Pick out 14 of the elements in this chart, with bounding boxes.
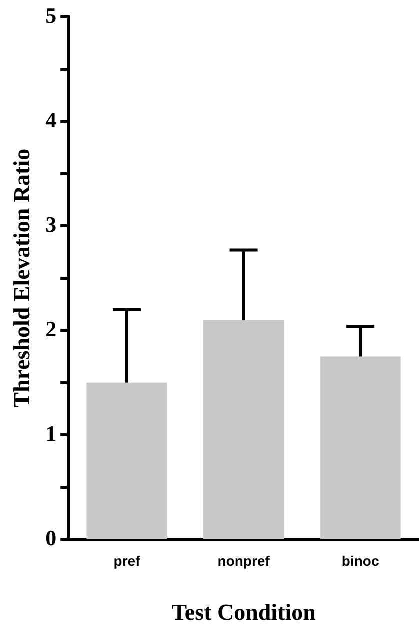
x-tick-label: pref — [114, 552, 141, 569]
y-tick-label: 0 — [46, 525, 57, 550]
x-tick-label: nonpref — [218, 552, 270, 569]
x-axis-title: Test Condition — [172, 600, 316, 626]
x-tick-label: binoc — [342, 552, 380, 569]
bar — [86, 382, 168, 540]
y-axis-title: Threshold Elevation Ratio — [10, 148, 35, 408]
bar — [320, 356, 401, 540]
bar — [204, 320, 284, 540]
y-tick-label: 4 — [46, 107, 57, 132]
y-tick-label: 2 — [46, 316, 57, 342]
y-tick-label: 5 — [46, 2, 57, 28]
y-tick-label: 1 — [46, 420, 57, 446]
y-tick-label: 3 — [46, 212, 57, 237]
